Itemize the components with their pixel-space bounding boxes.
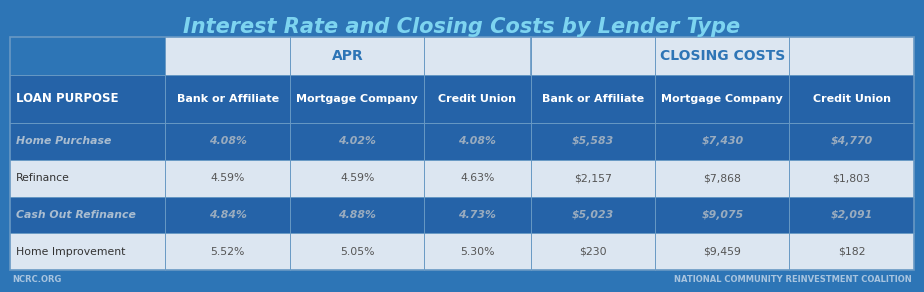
Text: $5,583: $5,583 (572, 136, 614, 146)
Text: Interest Rate and Closing Costs by Lender Type: Interest Rate and Closing Costs by Lende… (184, 17, 740, 37)
Bar (530, 75, 655, 123)
Text: $9,075: $9,075 (701, 210, 744, 220)
Text: CLOSING COSTS: CLOSING COSTS (660, 49, 785, 63)
Bar (10, 197, 165, 233)
Bar (165, 75, 290, 123)
Bar (789, 75, 914, 123)
Bar (424, 160, 530, 197)
Text: $1,803: $1,803 (833, 173, 870, 183)
Text: 5.05%: 5.05% (340, 247, 374, 257)
Text: Cash Out Refinance: Cash Out Refinance (16, 210, 136, 220)
Bar (655, 123, 789, 160)
Text: $2,157: $2,157 (574, 173, 612, 183)
Text: 4.59%: 4.59% (340, 173, 374, 183)
Text: 4.88%: 4.88% (338, 210, 376, 220)
Bar (424, 233, 530, 270)
Bar (789, 233, 914, 270)
Bar (530, 197, 655, 233)
Bar (424, 123, 530, 160)
Bar (165, 197, 290, 233)
Text: Mortgage Company: Mortgage Company (297, 94, 418, 104)
Bar (424, 197, 530, 233)
Bar (165, 123, 290, 160)
Bar (655, 197, 789, 233)
Text: Credit Union: Credit Union (812, 94, 891, 104)
Bar (789, 160, 914, 197)
Bar (10, 37, 914, 270)
Text: 5.52%: 5.52% (211, 247, 245, 257)
Text: APR: APR (333, 49, 364, 63)
Bar (290, 75, 424, 123)
Text: $2,091: $2,091 (831, 210, 873, 220)
Text: 4.84%: 4.84% (209, 210, 247, 220)
Text: LOAN PURPOSE: LOAN PURPOSE (16, 93, 118, 105)
Bar (165, 160, 290, 197)
Bar (530, 160, 655, 197)
Bar (530, 37, 914, 75)
Text: $230: $230 (579, 247, 607, 257)
Text: 4.63%: 4.63% (460, 173, 494, 183)
Bar (789, 123, 914, 160)
Text: 5.30%: 5.30% (460, 247, 494, 257)
Text: $7,430: $7,430 (701, 136, 744, 146)
Text: $4,770: $4,770 (831, 136, 873, 146)
Bar (10, 37, 165, 75)
Bar (10, 160, 165, 197)
Text: NCRC.ORG: NCRC.ORG (12, 275, 61, 284)
Text: 4.08%: 4.08% (458, 136, 496, 146)
Text: Mortgage Company: Mortgage Company (662, 94, 784, 104)
Bar (655, 75, 789, 123)
Bar (290, 197, 424, 233)
Bar (655, 160, 789, 197)
Text: Home Purchase: Home Purchase (16, 136, 112, 146)
Bar (10, 123, 165, 160)
Text: 4.02%: 4.02% (338, 136, 376, 146)
Bar (290, 123, 424, 160)
Bar (290, 160, 424, 197)
Bar (530, 123, 655, 160)
Bar (789, 197, 914, 233)
Text: $182: $182 (838, 247, 866, 257)
Text: Bank or Affiliate: Bank or Affiliate (176, 94, 279, 104)
Text: 4.73%: 4.73% (458, 210, 496, 220)
Text: Refinance: Refinance (16, 173, 70, 183)
Bar (424, 75, 530, 123)
Text: Bank or Affiliate: Bank or Affiliate (542, 94, 644, 104)
Bar (290, 233, 424, 270)
Bar (10, 75, 165, 123)
Text: $7,868: $7,868 (703, 173, 741, 183)
Text: Credit Union: Credit Union (438, 94, 517, 104)
Text: 4.08%: 4.08% (209, 136, 247, 146)
Text: NATIONAL COMMUNITY REINVESTMENT COALITION: NATIONAL COMMUNITY REINVESTMENT COALITIO… (675, 275, 912, 284)
Text: 4.59%: 4.59% (211, 173, 245, 183)
Bar (165, 233, 290, 270)
Bar (10, 233, 165, 270)
Bar (655, 233, 789, 270)
Text: $5,023: $5,023 (572, 210, 614, 220)
Text: Home Improvement: Home Improvement (16, 247, 126, 257)
Bar (165, 37, 530, 75)
Bar (530, 233, 655, 270)
Text: $9,459: $9,459 (703, 247, 741, 257)
